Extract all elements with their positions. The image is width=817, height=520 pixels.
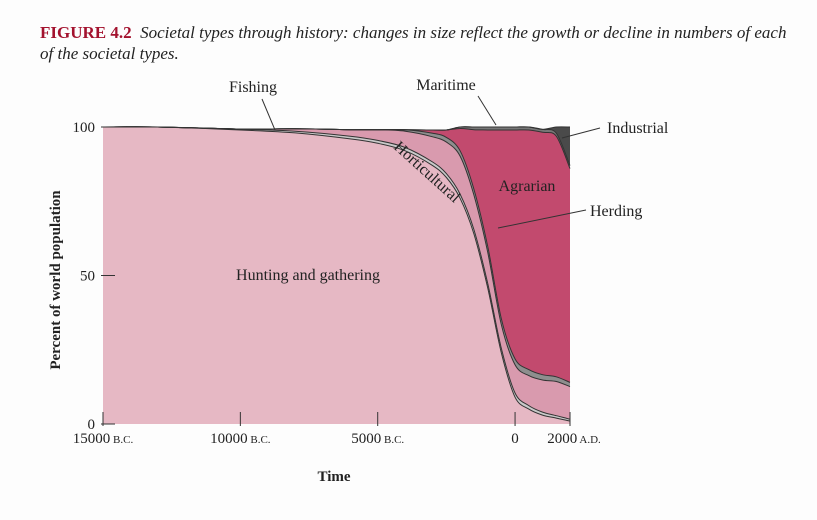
label-herding: Herding — [590, 203, 642, 220]
x-tick-label-15000: 15000 B.C. — [73, 431, 134, 447]
figure-title: FIGURE 4.2 Societal types through histor… — [40, 22, 800, 64]
boundary-fishing — [102, 126, 571, 420]
x-tick-label-0: 0 — [511, 431, 519, 447]
label-maritime: Maritime — [416, 77, 476, 94]
x-tick-label-10000: 10000 B.C. — [210, 431, 271, 447]
label-fishing: Fishing — [229, 79, 277, 96]
x-tick-label-2000: 2000 A.D. — [547, 431, 601, 447]
boundary-industrial — [102, 126, 571, 131]
chart-axes: 0 50 100 15000 B.C. 10000 B.C. 5000 B.C. 0 2000… — [48, 120, 601, 485]
y-tick-label-100: 100 — [73, 120, 96, 136]
y-axis-title: Percent of world population — [48, 190, 64, 370]
area-horticultural — [103, 126, 570, 420]
label-hunting: Hunting and gathering — [236, 267, 380, 284]
area-hunting — [103, 126, 570, 425]
figure-caption: Societal types through history: changes … — [40, 23, 787, 63]
x-axis-title: Time — [317, 469, 350, 485]
figure-label: FIGURE 4.2 — [40, 23, 132, 42]
area-agrarian — [103, 126, 570, 383]
leader-fishing — [261, 98, 276, 131]
boundary-hunting — [102, 126, 571, 422]
chart-areas — [102, 126, 571, 425]
leader-herding — [497, 209, 587, 229]
leader-maritime — [477, 95, 497, 126]
x-tick-label-5000: 5000 B.C. — [351, 431, 404, 447]
leader-industrial — [561, 127, 601, 139]
label-industrial: Industrial — [607, 120, 669, 137]
y-tick-label-0: 0 — [88, 417, 96, 433]
label-agrarian: Agrarian — [499, 178, 556, 195]
y-tick-label-50: 50 — [80, 269, 95, 285]
